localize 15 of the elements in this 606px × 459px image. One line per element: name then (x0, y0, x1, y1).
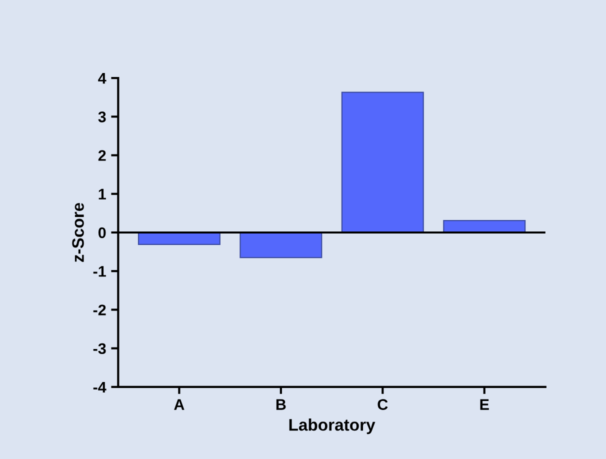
y-axis-title: z-Score (72, 202, 84, 262)
y-tick-label: 1 (98, 188, 106, 200)
y-tick-label: -1 (93, 266, 106, 277)
y-tick-label: 2 (98, 150, 106, 161)
x-axis-title: Laboratory (289, 418, 376, 434)
x-tick-label: C (378, 399, 388, 410)
x-tick-label: B (276, 399, 286, 410)
y-tick-label: -2 (93, 304, 106, 316)
y-tick-label: 3 (98, 112, 106, 122)
x-tick-label: A (174, 399, 184, 410)
y-tick-label: 0 (98, 227, 106, 238)
y-tick-label: -4 (93, 382, 106, 392)
y-tick-label: 4 (98, 73, 106, 84)
x-tick-label: E (480, 399, 489, 410)
y-tick-label: -3 (93, 343, 106, 354)
